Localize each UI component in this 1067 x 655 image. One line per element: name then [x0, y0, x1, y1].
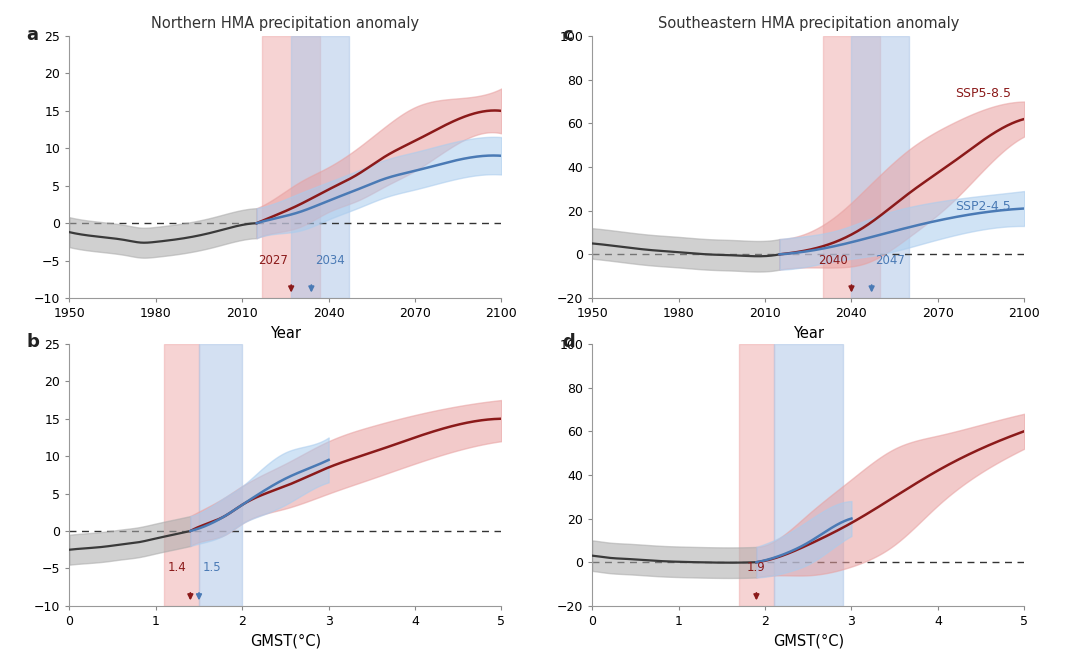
Text: 1.9: 1.9 — [747, 561, 766, 574]
Text: 2027: 2027 — [258, 253, 288, 267]
Text: c: c — [562, 26, 573, 43]
Bar — [739, 344, 774, 606]
Text: a: a — [26, 26, 38, 43]
Bar — [164, 344, 200, 606]
Text: SSP5-8.5: SSP5-8.5 — [955, 87, 1012, 100]
Bar — [823, 36, 880, 298]
Bar — [851, 36, 909, 298]
Title: Northern HMA precipitation anomaly: Northern HMA precipitation anomaly — [152, 16, 419, 31]
Text: 1.4: 1.4 — [169, 561, 187, 574]
Bar — [198, 344, 242, 606]
Text: 2034: 2034 — [315, 253, 345, 267]
Bar — [291, 36, 349, 298]
Title: Southeastern HMA precipitation anomaly: Southeastern HMA precipitation anomaly — [657, 16, 959, 31]
X-axis label: Year: Year — [270, 326, 301, 341]
Bar — [774, 344, 843, 606]
X-axis label: GMST(°C): GMST(°C) — [773, 633, 844, 648]
X-axis label: Year: Year — [793, 326, 824, 341]
Text: 2040: 2040 — [818, 253, 848, 267]
Text: 1.5: 1.5 — [203, 561, 221, 574]
Bar — [262, 36, 320, 298]
X-axis label: GMST(°C): GMST(°C) — [250, 633, 321, 648]
Text: b: b — [26, 333, 39, 351]
Text: SSP2-4.5: SSP2-4.5 — [956, 200, 1012, 213]
Text: 2047: 2047 — [875, 253, 905, 267]
Text: d: d — [562, 333, 575, 351]
